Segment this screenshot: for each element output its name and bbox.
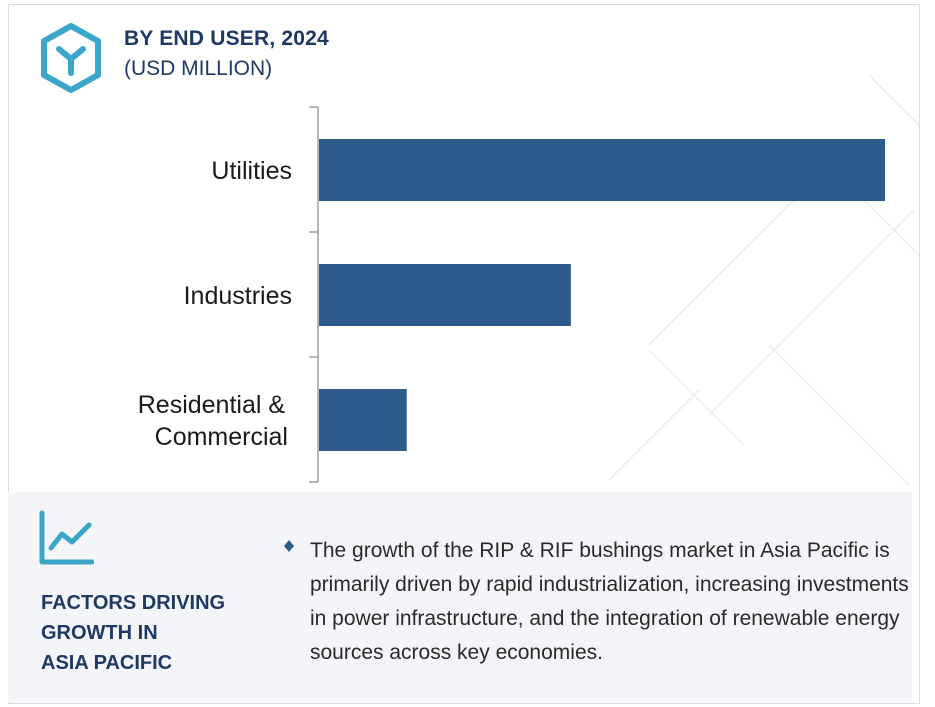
factors-heading-line-1: FACTORS DRIVING <box>41 592 226 614</box>
category-label-line-2: Commercial <box>155 423 288 451</box>
factors-heading-line-2: GROWTH IN <box>41 622 158 644</box>
diamond-bullet-icon <box>284 540 294 552</box>
category-label-utilities: Utilities <box>211 157 292 185</box>
bar-residential-commercial <box>319 389 407 451</box>
bar-utilities <box>319 139 885 201</box>
factors-heading-line-3: ASIA PACIFIC <box>41 652 173 674</box>
bar-chart: Utilities Industries Residential & Comme… <box>138 106 885 483</box>
factors-description: The growth of the RIP & RIF bushings mar… <box>310 539 909 664</box>
factors-heading: FACTORS DRIVING GROWTH IN ASIA PACIFIC <box>41 588 271 678</box>
background-decoration <box>608 74 919 486</box>
infographic-card <box>8 4 920 704</box>
category-label-residential-commercial: Residential & Commercial <box>138 391 292 451</box>
bar-industries <box>319 264 571 326</box>
line-chart-trend-icon <box>39 510 94 565</box>
category-label-industries: Industries <box>184 282 292 310</box>
chart-title: BY END USER, 2024 <box>124 27 329 50</box>
chart-subtitle: (USD MILLION) <box>124 57 273 80</box>
category-label-line-1: Residential & <box>138 391 286 419</box>
growth-factors-panel: FACTORS DRIVING GROWTH IN ASIA PACIFIC T… <box>8 492 912 702</box>
hexagon-y-logo-icon <box>41 23 101 93</box>
